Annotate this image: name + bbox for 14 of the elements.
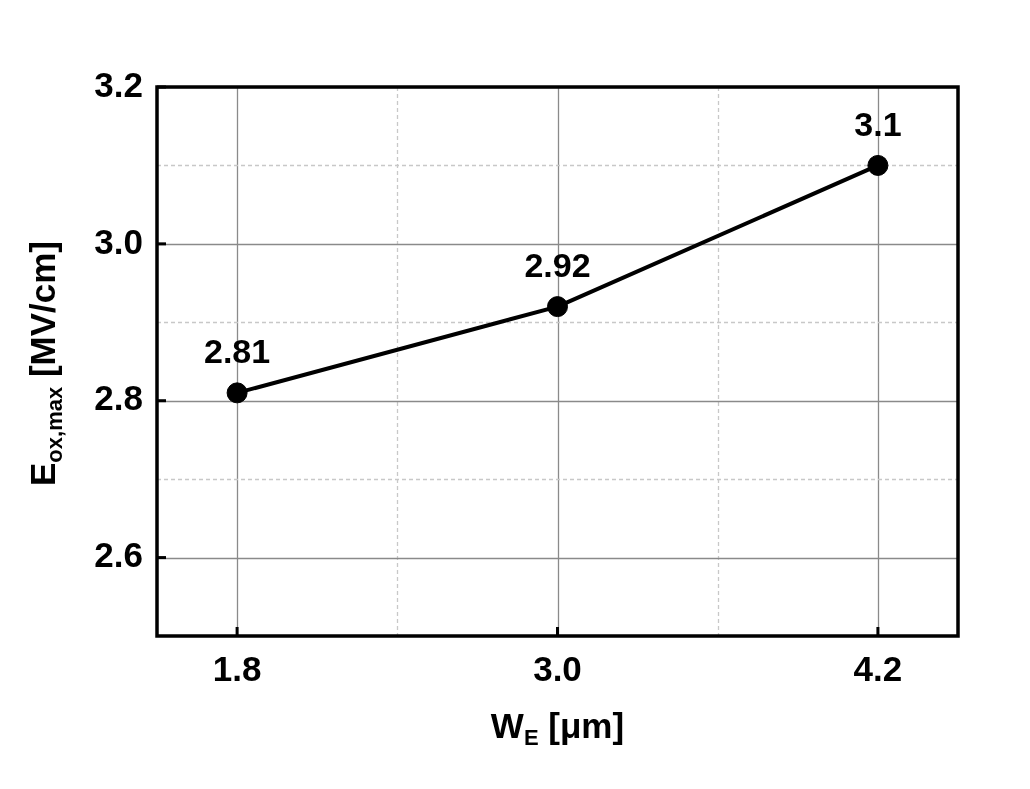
y-tick-label: 2.6 bbox=[94, 535, 143, 575]
point bbox=[867, 154, 889, 176]
data-label: 3.1 bbox=[854, 104, 902, 143]
point bbox=[226, 382, 248, 404]
y-axis-title: Eox,max [MV/cm] bbox=[22, 240, 68, 486]
point bbox=[547, 296, 568, 318]
x-tick-label: 3.0 bbox=[533, 648, 582, 688]
x-tick-label: 4.2 bbox=[853, 648, 903, 688]
y-tick-label: 3.0 bbox=[94, 221, 143, 261]
data-label: 2.92 bbox=[524, 245, 591, 284]
y-tick-label: 3.2 bbox=[94, 64, 143, 104]
y-tick-label: 2.8 bbox=[94, 378, 143, 418]
data-label: 2.81 bbox=[204, 332, 271, 371]
x-tick-label: 1.8 bbox=[212, 648, 262, 688]
